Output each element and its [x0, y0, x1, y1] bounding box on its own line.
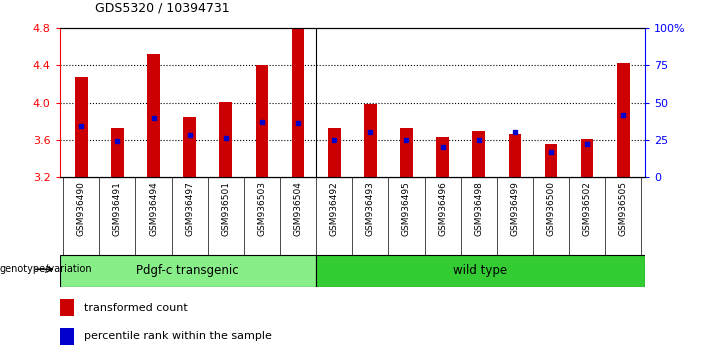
- Text: GSM936499: GSM936499: [510, 181, 519, 236]
- Bar: [400, 128, 413, 177]
- Bar: [472, 131, 485, 177]
- Text: GSM936494: GSM936494: [149, 181, 158, 236]
- Bar: [364, 104, 376, 177]
- Bar: [147, 55, 160, 177]
- Text: GSM936500: GSM936500: [547, 181, 555, 236]
- Text: transformed count: transformed count: [84, 303, 188, 313]
- Text: GSM936505: GSM936505: [619, 181, 627, 236]
- Text: GDS5320 / 10394731: GDS5320 / 10394731: [95, 1, 229, 14]
- Bar: [328, 128, 341, 177]
- Text: wild type: wild type: [454, 264, 508, 277]
- Text: Pdgf-c transgenic: Pdgf-c transgenic: [136, 264, 239, 277]
- Text: GSM936498: GSM936498: [474, 181, 483, 236]
- Bar: [292, 29, 304, 177]
- Bar: [219, 102, 232, 177]
- Text: GSM936503: GSM936503: [257, 181, 266, 236]
- Text: GSM936491: GSM936491: [113, 181, 122, 236]
- Bar: [508, 134, 521, 177]
- Text: GSM936493: GSM936493: [366, 181, 375, 236]
- Text: GSM936502: GSM936502: [583, 181, 592, 236]
- Text: GSM936504: GSM936504: [294, 181, 303, 236]
- Bar: [581, 139, 594, 177]
- Bar: [617, 63, 629, 177]
- Bar: [315, 255, 645, 287]
- Bar: [256, 64, 268, 177]
- Text: percentile rank within the sample: percentile rank within the sample: [84, 331, 272, 341]
- Text: GSM936501: GSM936501: [222, 181, 231, 236]
- Bar: [60, 299, 74, 316]
- Bar: [111, 128, 123, 177]
- Bar: [75, 76, 88, 177]
- Bar: [184, 116, 196, 177]
- Text: GSM936497: GSM936497: [185, 181, 194, 236]
- Bar: [60, 255, 315, 287]
- Text: GSM936495: GSM936495: [402, 181, 411, 236]
- Bar: [545, 144, 557, 177]
- Bar: [436, 137, 449, 177]
- Text: GSM936496: GSM936496: [438, 181, 447, 236]
- Text: genotype/variation: genotype/variation: [0, 264, 93, 274]
- Text: GSM936492: GSM936492: [329, 181, 339, 236]
- Text: GSM936490: GSM936490: [77, 181, 86, 236]
- Bar: [60, 328, 74, 345]
